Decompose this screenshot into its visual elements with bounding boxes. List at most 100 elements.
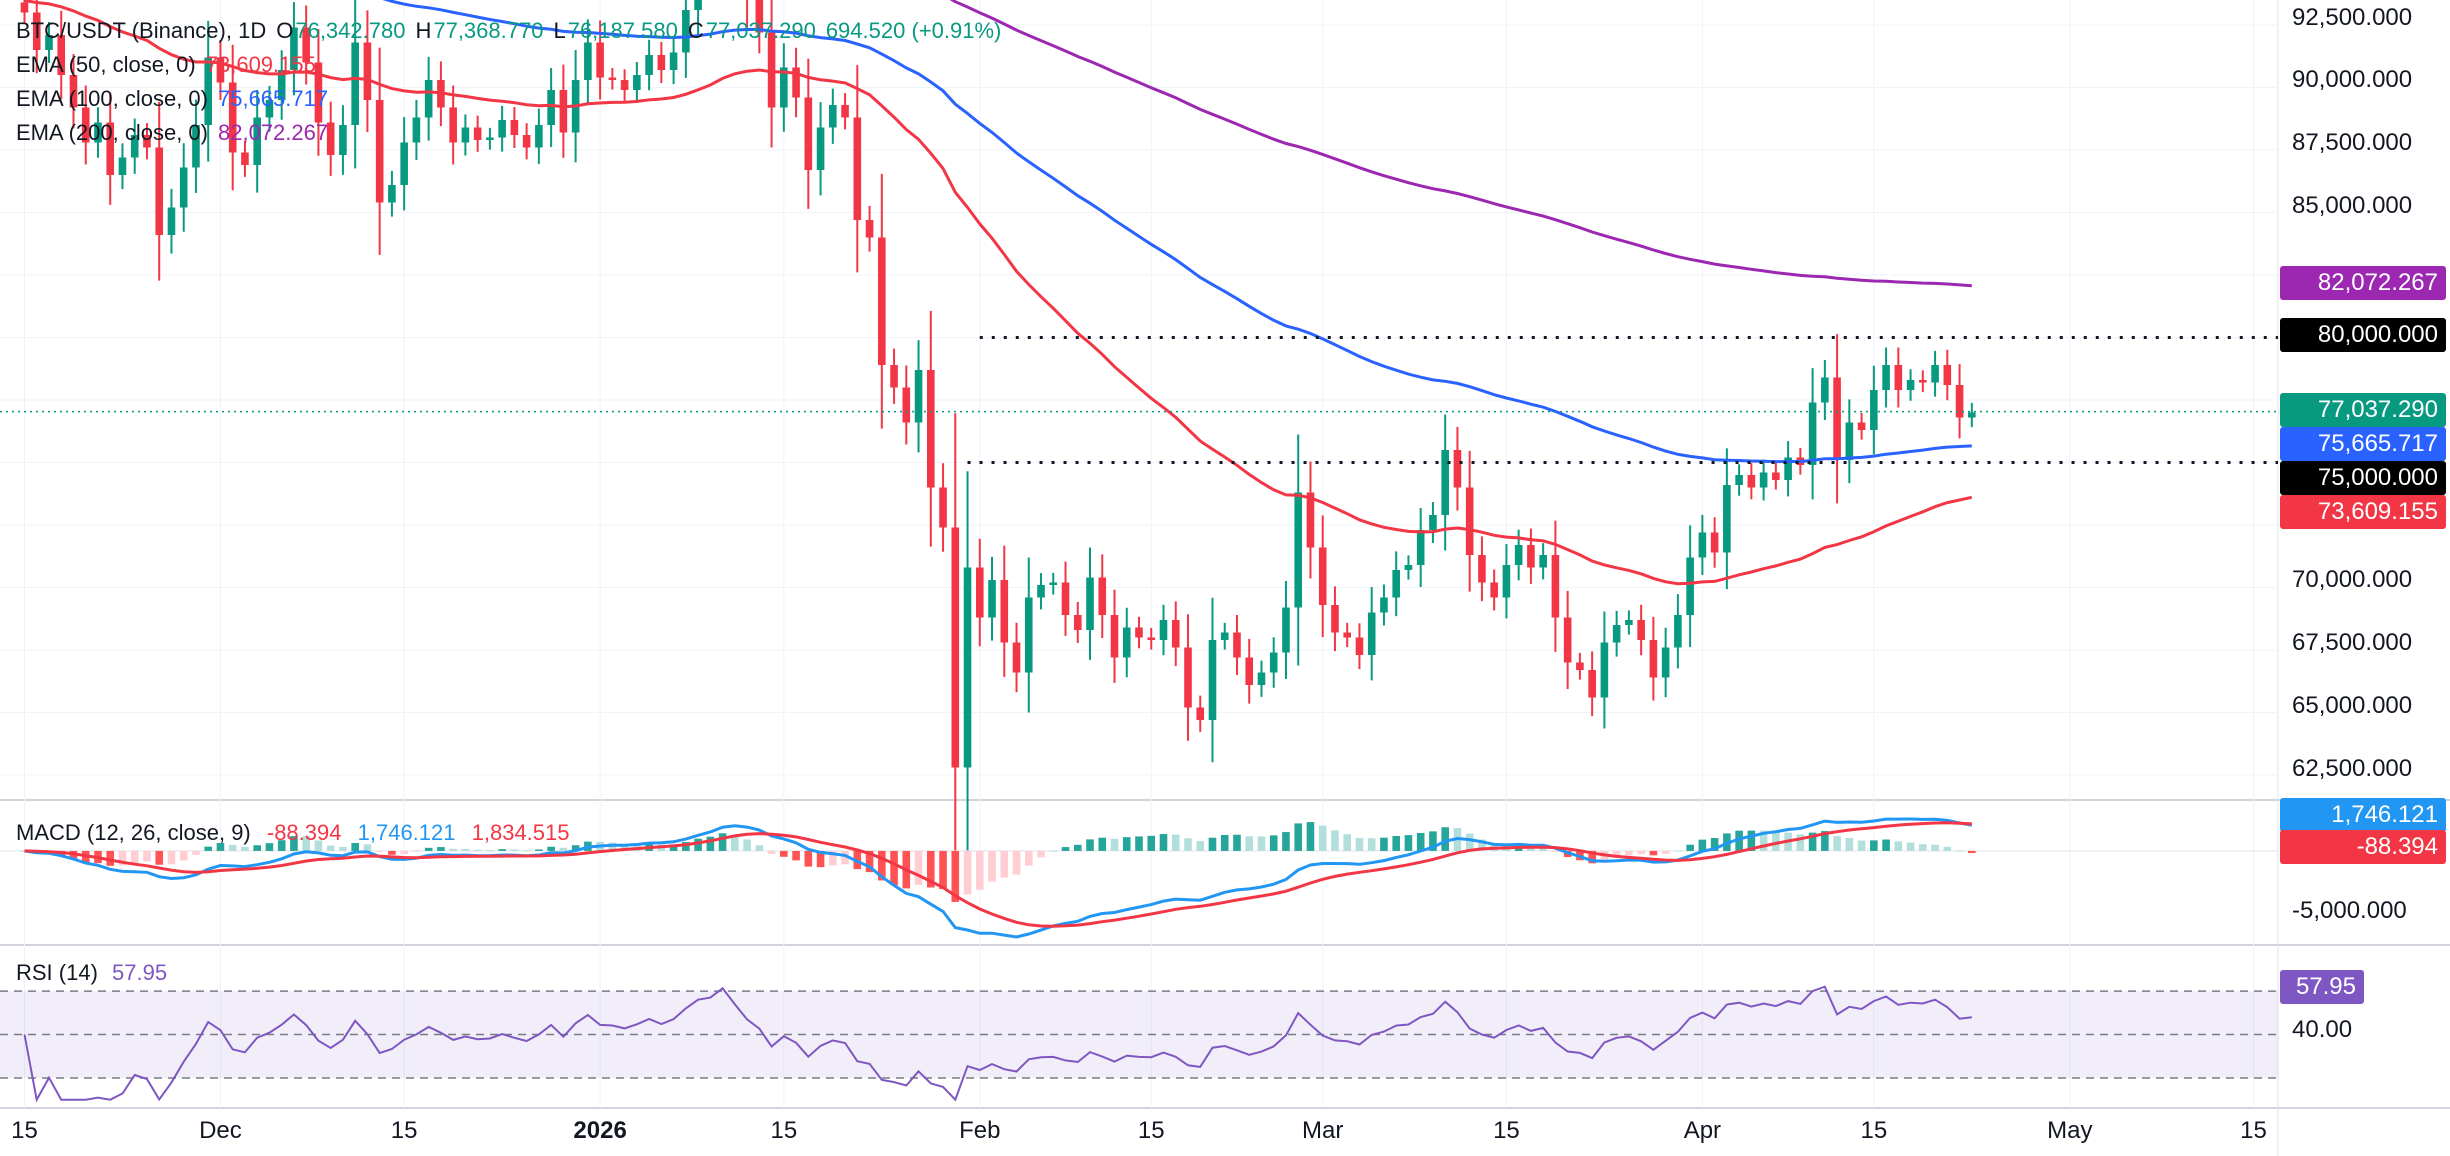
candle-body[interactable] [1220,632,1229,641]
candle-body[interactable] [1490,582,1498,598]
candle-body[interactable] [106,122,115,176]
candle-body[interactable] [32,12,41,51]
candle-body[interactable] [486,137,494,141]
candle-body[interactable] [1294,492,1303,608]
candle-body[interactable] [1551,555,1560,618]
ema50-legend[interactable]: EMA (50, close, 0) 73,609.155 [16,48,326,82]
candle-body[interactable] [143,135,151,148]
candle-body[interactable] [179,167,188,208]
candle-body[interactable] [1208,640,1217,720]
candle-body[interactable] [1343,632,1352,638]
candle-body[interactable] [1710,532,1719,553]
candle-body[interactable] [314,62,323,123]
candle-body[interactable] [1245,657,1254,686]
candle-body[interactable] [1955,385,1964,418]
candle-body[interactable] [351,42,359,126]
candle-body[interactable] [1037,585,1045,598]
candle-body[interactable] [339,125,347,155]
candle-body[interactable] [1465,487,1474,556]
candle-body[interactable] [1735,475,1743,485]
candle-body[interactable] [1600,642,1609,698]
candle-body[interactable] [302,27,310,63]
candle-body[interactable] [1184,647,1192,708]
candle-body[interactable] [1049,582,1058,586]
candle-body[interactable] [241,152,249,166]
candle-body[interactable] [1171,620,1180,648]
candle-body[interactable] [559,90,568,133]
candle-body[interactable] [1282,607,1290,653]
candle-body[interactable] [1024,597,1033,673]
ema100-line[interactable] [25,0,1972,464]
candle-body[interactable] [1539,555,1547,568]
candle-body[interactable] [767,32,776,108]
macd-legend[interactable]: MACD (12, 26, close, 9) -88.394 1,746.12… [16,820,570,846]
candle-body[interactable] [1674,615,1682,648]
candle-body[interactable] [963,567,972,768]
candle-body[interactable] [1514,545,1523,565]
candle-body[interactable] [1502,565,1511,598]
candle-body[interactable] [1269,652,1278,673]
candle-body[interactable] [596,42,604,78]
candle-body[interactable] [1882,365,1890,390]
candle-body[interactable] [816,127,825,171]
candle-body[interactable] [951,527,960,768]
candle-body[interactable] [1870,390,1878,430]
rsi-legend[interactable]: RSI (14) 57.95 [16,960,167,986]
candle-body[interactable] [792,67,800,98]
candle-body[interactable] [1012,642,1021,673]
candle-body[interactable] [265,100,274,118]
ema50-line[interactable] [24,0,1973,586]
candle-body[interactable] [547,90,555,125]
candle-body[interactable] [1392,570,1400,598]
candle-body[interactable] [1135,627,1143,638]
candle-body[interactable] [608,77,617,81]
candle-body[interactable] [1527,545,1535,568]
candle-body[interactable] [81,107,90,143]
candle-body[interactable] [1331,605,1339,633]
candle-body[interactable] [1355,637,1364,656]
candle-body[interactable] [865,220,874,238]
candle-body[interactable] [657,55,666,70]
candle-body[interactable] [118,157,127,176]
candle-body[interactable] [1686,557,1694,616]
rsi-line[interactable] [23,985,1972,1103]
candle-body[interactable] [1968,412,1976,418]
candle-body[interactable] [1747,475,1756,488]
candle-body[interactable] [1110,615,1119,658]
candle-body[interactable] [1821,377,1829,403]
ema200-line[interactable] [25,0,1972,288]
candle-body[interactable] [1196,707,1205,721]
candle-body[interactable] [1698,532,1707,558]
candle-body[interactable] [694,0,702,10]
candle-body[interactable] [130,135,139,158]
candle-body[interactable] [510,120,519,135]
candle-body[interactable] [645,55,653,75]
candle-body[interactable] [535,125,543,148]
candle-body[interactable] [449,107,457,143]
candle-body[interactable] [1919,380,1927,383]
candle-body[interactable] [755,0,764,33]
candle-body[interactable] [620,80,629,90]
candle-body[interactable] [1784,457,1792,481]
candle-body[interactable] [1906,380,1915,390]
candle-body[interactable] [1380,597,1388,613]
candle-body[interactable] [363,42,372,101]
candle-body[interactable] [1759,472,1768,488]
candle-body[interactable] [1833,377,1841,461]
candle-body[interactable] [1723,485,1731,553]
candle-body[interactable] [1257,672,1266,686]
candle-body[interactable] [1061,582,1070,616]
candle-body[interactable] [1661,647,1670,678]
candle-body[interactable] [1943,365,1952,385]
candle-body[interactable] [804,97,813,171]
candle-body[interactable] [20,2,29,13]
candle-body[interactable] [167,207,176,236]
candle-body[interactable] [228,82,237,153]
candle-body[interactable] [988,580,996,618]
candle-body[interactable] [914,370,923,423]
candle-body[interactable] [890,365,898,388]
macd-signal-line[interactable] [24,821,1972,928]
candle-body[interactable] [375,100,384,203]
candle-body[interactable] [1429,515,1437,530]
